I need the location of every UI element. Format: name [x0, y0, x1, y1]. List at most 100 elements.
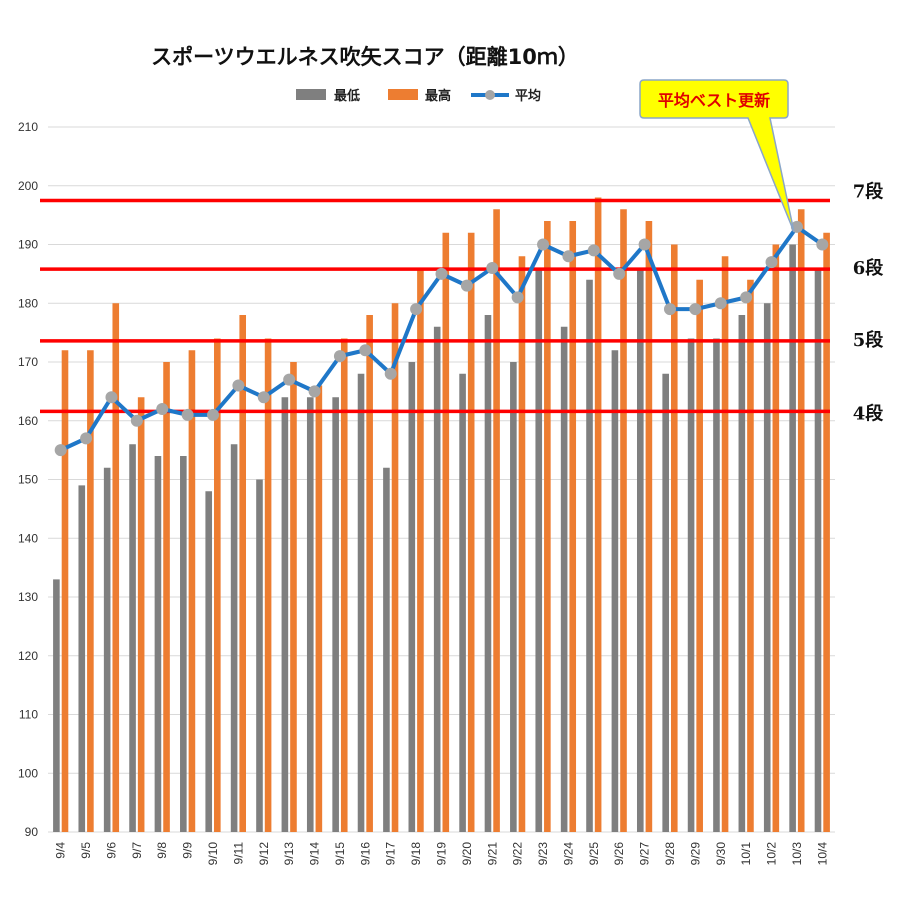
avg-point: [257, 391, 270, 404]
avg-point: [181, 408, 194, 421]
bar-max: [544, 221, 551, 832]
y-tick-label: 90: [25, 825, 39, 839]
y-tick-label: 200: [18, 179, 38, 193]
avg-point: [207, 408, 220, 421]
legend-label-min: 最低: [334, 88, 360, 104]
x-tick-label: 9/20: [460, 842, 474, 866]
x-tick-label: 9/13: [282, 842, 296, 866]
bar-min: [154, 456, 162, 832]
bar-min: [383, 467, 390, 832]
y-tick-label: 130: [18, 590, 38, 604]
bar-max: [493, 209, 500, 832]
avg-point: [460, 279, 473, 292]
x-tick-label: 9/17: [384, 842, 398, 866]
series-min-bars: [53, 244, 822, 832]
x-tick-label: 9/7: [130, 842, 144, 859]
avg-point: [308, 385, 321, 398]
bar-max: [239, 315, 247, 832]
bar-min: [713, 338, 720, 832]
bar-max: [214, 338, 221, 832]
legend-swatch-max: [388, 89, 418, 100]
x-tick-label: 9/11: [231, 842, 245, 865]
x-tick-label: 10/3: [790, 842, 804, 866]
bar-max: [188, 350, 196, 832]
x-tick-label: 9/9: [181, 842, 195, 859]
x-tick-label: 9/28: [663, 842, 677, 866]
x-tick-label: 10/2: [765, 842, 779, 866]
callout-text: 平均ベスト更新: [658, 91, 770, 110]
bar-min: [763, 303, 771, 832]
series-max-bars: [61, 197, 830, 832]
avg-point: [587, 244, 600, 257]
y-tick-label: 160: [18, 414, 38, 428]
bar-max: [290, 362, 297, 832]
legend-swatch-avg-marker: [485, 90, 495, 100]
x-tick-label: 9/12: [257, 842, 271, 866]
callout: 平均ベスト更新: [639, 79, 795, 233]
reference-line-label: 7段: [853, 180, 885, 202]
bar-max: [340, 338, 348, 832]
y-tick-label: 140: [18, 531, 38, 545]
bar-max: [747, 279, 754, 832]
avg-point: [359, 344, 372, 357]
avg-point: [384, 367, 397, 380]
avg-point: [765, 256, 778, 269]
x-tick-label: 9/25: [587, 842, 601, 866]
bar-max: [772, 244, 780, 832]
y-tick-label: 150: [18, 473, 38, 487]
bar-max: [569, 221, 577, 832]
legend-label-max: 最高: [425, 88, 451, 104]
avg-point: [232, 379, 245, 392]
x-tick-label: 10/4: [815, 842, 829, 866]
x-tick-label: 9/23: [536, 842, 550, 866]
x-tick-label: 9/21: [485, 842, 499, 866]
bar-max: [721, 256, 729, 832]
bar-min: [789, 244, 796, 832]
bar-min: [636, 268, 644, 832]
y-tick-label: 170: [18, 355, 38, 369]
avg-point: [333, 350, 346, 363]
avg-point: [486, 262, 499, 274]
bar-min: [535, 268, 543, 832]
bar-max: [163, 362, 170, 832]
x-tick-label: 9/15: [333, 842, 347, 866]
avg-point: [638, 238, 651, 251]
bar-max: [417, 268, 424, 832]
bar-max: [87, 350, 94, 832]
bar-min: [205, 491, 213, 832]
reference-line-label: 4段: [853, 402, 885, 424]
bar-max: [670, 244, 678, 832]
bar-max: [797, 209, 805, 832]
avg-point: [663, 303, 676, 316]
x-axis: 9/4 9/5 9/6 9/7 9/8 9/9 9/10 9/11 9/12 9/13 9/14 9/…: [54, 842, 830, 866]
avg-point: [511, 291, 524, 304]
bar-max: [137, 397, 145, 832]
avg-point: [435, 267, 448, 280]
bar-min: [687, 338, 695, 832]
x-tick-label: 9/27: [638, 842, 652, 866]
bar-min: [433, 326, 441, 832]
y-tick-label: 190: [18, 238, 38, 252]
y-tick-label: 180: [18, 296, 38, 310]
bar-min: [78, 485, 86, 832]
bar-min: [484, 315, 492, 832]
bar-max: [442, 232, 450, 832]
avg-point: [105, 391, 118, 404]
avg-point: [283, 373, 296, 386]
y-axis: 90 100 110 120 130 140 150 160 170 180 190 200 210: [18, 120, 38, 839]
y-tick-label: 120: [18, 649, 38, 663]
x-tick-label: 9/6: [104, 842, 118, 859]
bar-min: [408, 362, 416, 832]
x-tick-label: 9/26: [612, 842, 626, 866]
chart-title: スポーツウエルネス吹矢スコア（距離10ｍ）: [151, 45, 579, 69]
bar-max: [61, 350, 69, 832]
bar-min: [586, 279, 593, 832]
bar-max: [594, 197, 602, 832]
bar-max: [391, 303, 399, 832]
callout-bubble: [639, 79, 795, 233]
avg-point: [80, 432, 93, 445]
bar-max: [620, 209, 627, 832]
legend: 最低 最高 平均: [296, 88, 541, 104]
bar-min: [332, 397, 339, 832]
